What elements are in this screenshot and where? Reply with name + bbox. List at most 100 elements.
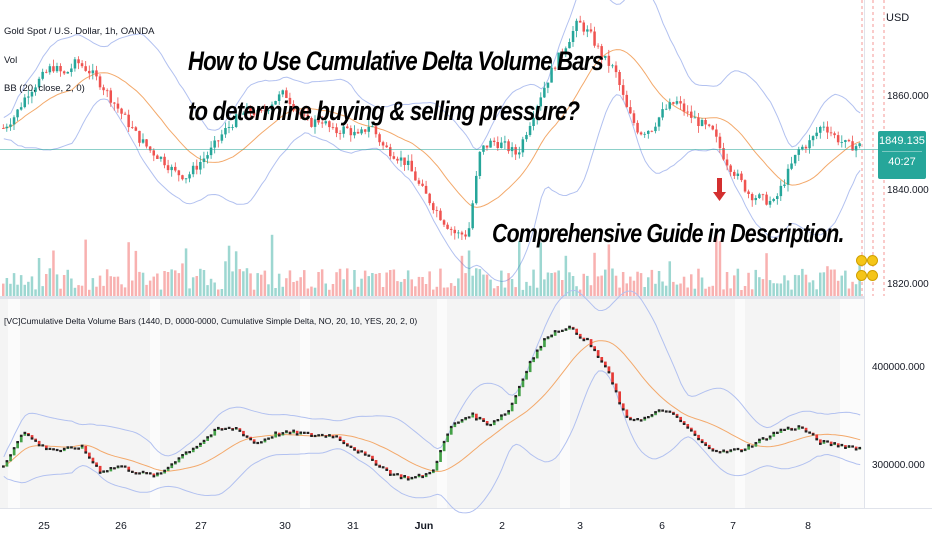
event-flag-icon[interactable] <box>856 255 867 266</box>
bollinger-legend[interactable]: BB (20, close, 2, 0) <box>4 83 85 94</box>
candle-body <box>120 108 123 114</box>
candle-body <box>245 106 249 114</box>
volume-bar <box>306 288 310 296</box>
delta-close-dot <box>822 440 826 443</box>
delta-bar <box>679 416 682 422</box>
delta-close-dot <box>582 339 586 342</box>
candle-body <box>378 134 381 143</box>
candle-body <box>159 156 163 159</box>
delta-close-dot <box>564 328 568 331</box>
candle-body <box>553 67 557 69</box>
delta-close-dot <box>779 428 783 431</box>
candle-body <box>725 159 729 166</box>
symbol-legend[interactable]: Gold Spot / U.S. Dollar, 1h, OANDA <box>4 26 155 37</box>
volume-bar <box>596 276 600 296</box>
volume-legend[interactable]: Vol <box>4 55 18 66</box>
delta-close-dot <box>234 427 238 430</box>
delta-close-dot <box>639 419 643 422</box>
delta-close-dot <box>396 473 399 476</box>
delta-bar <box>539 347 543 351</box>
delta-bar <box>697 434 700 440</box>
delta-close-dot <box>546 336 550 339</box>
annotation-title-line1: How to Use Cumulative Delta Volume Bars <box>188 46 604 76</box>
delta-close-dot <box>790 428 793 431</box>
volume-bar <box>220 289 224 296</box>
delta-bar <box>152 473 156 477</box>
pane-separator[interactable] <box>0 296 932 299</box>
date-tick: 31 <box>347 520 359 532</box>
candle-body <box>349 128 353 136</box>
price-axis[interactable] <box>864 0 932 508</box>
delta-close-dot <box>711 449 715 452</box>
volume-bar <box>77 285 80 296</box>
delta-close-dot <box>62 447 66 450</box>
candle-body <box>604 55 607 58</box>
volume-bar <box>378 273 381 296</box>
volume-bar <box>249 273 252 296</box>
delta-bar <box>80 445 84 449</box>
delta-close-dot <box>525 370 528 374</box>
volume-bar <box>833 269 836 296</box>
volume-bar <box>152 276 156 296</box>
delta-bar <box>417 475 421 478</box>
event-flag-icon[interactable] <box>867 255 878 266</box>
delta-bar <box>263 439 267 443</box>
session-band <box>437 299 447 508</box>
event-flag-icon[interactable] <box>867 270 878 281</box>
volume-bar <box>586 275 589 296</box>
volume-bar <box>844 270 847 296</box>
volume-bar <box>285 278 288 296</box>
delta-bar <box>98 465 102 473</box>
event-flag-icon[interactable] <box>856 270 867 281</box>
delta-bar <box>310 433 313 436</box>
time-axis[interactable] <box>0 508 932 551</box>
candle-body <box>91 70 95 74</box>
volume-bar <box>120 284 123 296</box>
delta-close-dot <box>181 454 184 457</box>
volume-bar <box>245 268 249 296</box>
volume-bar <box>403 279 406 296</box>
indicator-legend[interactable]: [VC]Cumulative Delta Volume Bars (1440, … <box>4 316 418 326</box>
delta-bar <box>249 436 252 440</box>
candle-body <box>647 130 650 134</box>
candle-body <box>840 142 844 143</box>
volume-bar <box>217 289 220 296</box>
volume-bar <box>614 275 618 296</box>
delta-close-dot <box>138 472 141 475</box>
delta-close-dot <box>288 432 292 435</box>
volume-bar <box>184 248 188 296</box>
delta-close-dot <box>378 465 381 468</box>
volume-bar <box>690 274 693 296</box>
candle-body <box>320 122 324 124</box>
delta-bar <box>84 445 88 453</box>
candle-body <box>768 201 772 205</box>
candle-body <box>310 118 313 127</box>
delta-bar <box>12 448 16 456</box>
volume-bar <box>496 286 500 296</box>
delta-close-dot <box>2 465 5 468</box>
volume-bar <box>234 251 238 296</box>
candle-body <box>557 52 560 69</box>
delta-close-dot <box>750 445 754 448</box>
session-band <box>8 299 20 508</box>
delta-close-dot <box>242 434 245 437</box>
delta-bar <box>819 439 822 444</box>
volume-bar <box>442 287 446 296</box>
date-tick: Jun <box>414 520 434 532</box>
delta-bar <box>16 442 19 449</box>
volume-bar <box>557 270 560 296</box>
volume-bar <box>776 283 779 296</box>
candle-body <box>48 66 52 73</box>
delta-bar <box>292 430 295 434</box>
volume-bar <box>335 272 338 296</box>
delta-close-dot <box>693 433 697 436</box>
date-tick: 2 <box>499 520 505 532</box>
delta-close-dot <box>406 478 410 481</box>
candle-body <box>177 170 181 176</box>
delta-bar <box>37 440 41 446</box>
volume-bar <box>156 273 159 296</box>
volume-bar <box>66 269 70 296</box>
volume-bar <box>209 278 213 296</box>
delta-close-dot <box>643 416 647 419</box>
delta-close-dot <box>109 467 113 470</box>
